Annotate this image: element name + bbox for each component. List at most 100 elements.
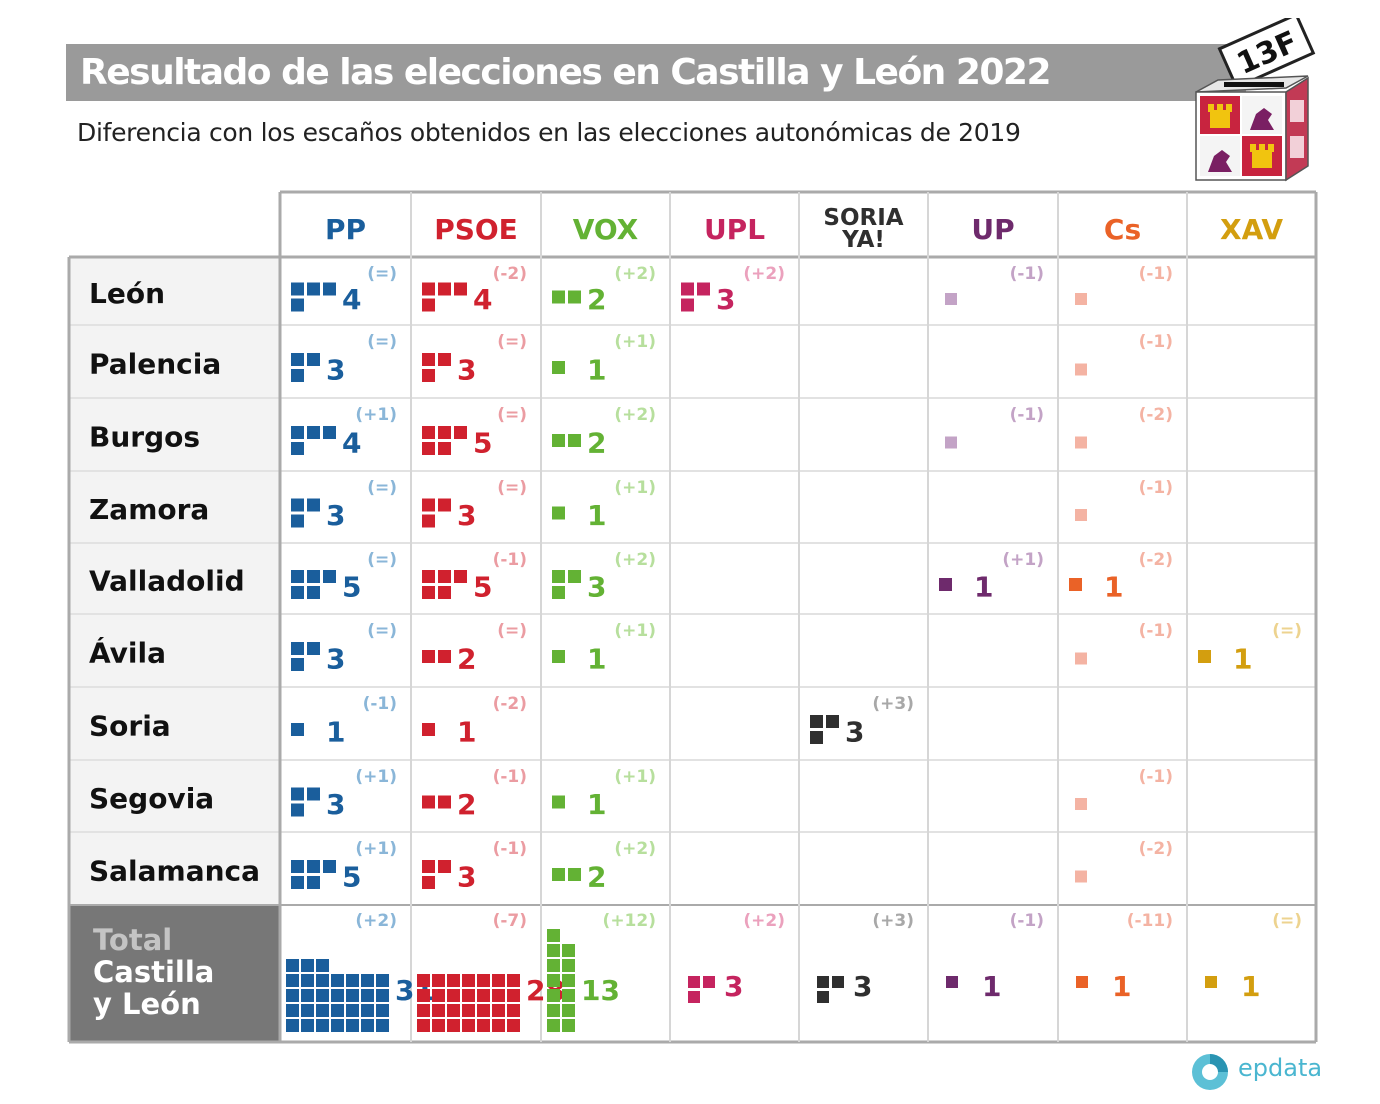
province-label: Palencia (89, 348, 221, 381)
seat-square (562, 989, 575, 1002)
party-header: XAV (1220, 213, 1283, 246)
seat-square (422, 498, 435, 512)
seat-count: 3 (326, 643, 345, 676)
seat-square (477, 989, 490, 1002)
seat-square (291, 860, 304, 873)
seat-square (432, 1004, 445, 1017)
seat-change: (-2) (1139, 839, 1173, 859)
seat-square (1075, 293, 1087, 305)
seat-square (1076, 976, 1088, 988)
seat-count: 5 (342, 571, 361, 604)
seat-square (438, 353, 451, 366)
seat-change: (+3) (872, 911, 914, 931)
party-header: YA! (841, 227, 885, 253)
seat-change: (-2) (1139, 550, 1173, 570)
seat-square (331, 989, 344, 1002)
seat-square (438, 860, 451, 873)
seat-square (307, 498, 320, 512)
seat-square (697, 282, 710, 296)
seat-count: 5 (473, 571, 492, 604)
seat-square (291, 369, 304, 382)
seat-square (688, 976, 700, 988)
seat-square (307, 282, 320, 296)
seat-square (286, 959, 299, 972)
seat-square (1205, 976, 1217, 988)
seat-square (1075, 652, 1087, 665)
page-subtitle: Diferencia con los escaños obtenidos en … (77, 118, 1021, 147)
seat-square (462, 989, 475, 1002)
seat-square (438, 282, 451, 296)
seat-square (547, 989, 560, 1002)
seat-square (477, 1004, 490, 1017)
seat-count: 1 (1233, 643, 1252, 676)
seat-square (286, 1004, 299, 1017)
seat-square (361, 1019, 374, 1032)
seat-square (291, 642, 304, 655)
seat-square (462, 1004, 475, 1017)
seat-square (826, 715, 839, 728)
seat-count: 3 (457, 354, 476, 387)
party-header: UP (971, 213, 1014, 246)
seat-square (346, 974, 359, 987)
province-label: Valladolid (89, 565, 245, 598)
seat-count: 2 (587, 427, 606, 460)
seat-count: 4 (473, 283, 492, 316)
seat-square (492, 1004, 505, 1017)
seat-change: (=) (1272, 621, 1302, 641)
seat-square (447, 989, 460, 1002)
party-header: Cs (1104, 213, 1141, 246)
seat-change: (-2) (1139, 405, 1173, 425)
seat-square (568, 434, 581, 447)
seat-square (376, 989, 389, 1002)
seat-square (316, 974, 329, 987)
seat-square (547, 974, 560, 987)
seat-change: (=) (367, 621, 397, 641)
seat-square (477, 1019, 490, 1032)
seat-square (507, 1004, 520, 1017)
total-label: Castilla (93, 955, 214, 989)
seat-square (422, 442, 435, 455)
seat-square (810, 715, 823, 728)
seat-square (817, 991, 829, 1003)
seat-square (547, 929, 560, 942)
seat-square (492, 974, 505, 987)
seat-square (568, 868, 581, 881)
seat-count: 4 (342, 283, 361, 316)
province-label: Salamanca (89, 855, 260, 888)
seat-square (301, 989, 314, 1002)
seat-square (438, 650, 451, 663)
seat-square (688, 991, 700, 1003)
seat-square (422, 723, 435, 736)
seat-change: (=) (1272, 911, 1302, 931)
seat-square (307, 426, 320, 439)
seat-square (552, 361, 565, 374)
seat-count: 1 (587, 354, 606, 387)
party-header: VOX (573, 213, 639, 246)
seat-square (323, 570, 336, 583)
seat-square (307, 787, 320, 801)
seat-square (945, 293, 957, 305)
seat-square (507, 989, 520, 1002)
seat-square (291, 282, 304, 296)
seat-square (438, 795, 451, 809)
seat-square (438, 586, 451, 599)
seat-change: (=) (367, 332, 397, 352)
seat-square (832, 976, 844, 988)
seat-change: (-1) (1139, 621, 1173, 641)
party-header: PSOE (434, 213, 518, 246)
seat-square (307, 876, 320, 889)
seat-square (422, 369, 435, 382)
brand-name: epdata (1238, 1054, 1323, 1082)
seat-change: (+2) (743, 264, 785, 284)
seat-square (422, 586, 435, 599)
seat-change: (=) (497, 332, 527, 352)
seat-square (432, 1019, 445, 1032)
seat-square (1075, 363, 1087, 376)
seat-square (438, 570, 451, 583)
seat-count: 1 (982, 970, 1001, 1003)
seat-square (331, 1019, 344, 1032)
seat-change: (-11) (1127, 911, 1173, 931)
seat-square (323, 860, 336, 873)
seat-square (291, 876, 304, 889)
seat-count: 3 (326, 788, 345, 821)
